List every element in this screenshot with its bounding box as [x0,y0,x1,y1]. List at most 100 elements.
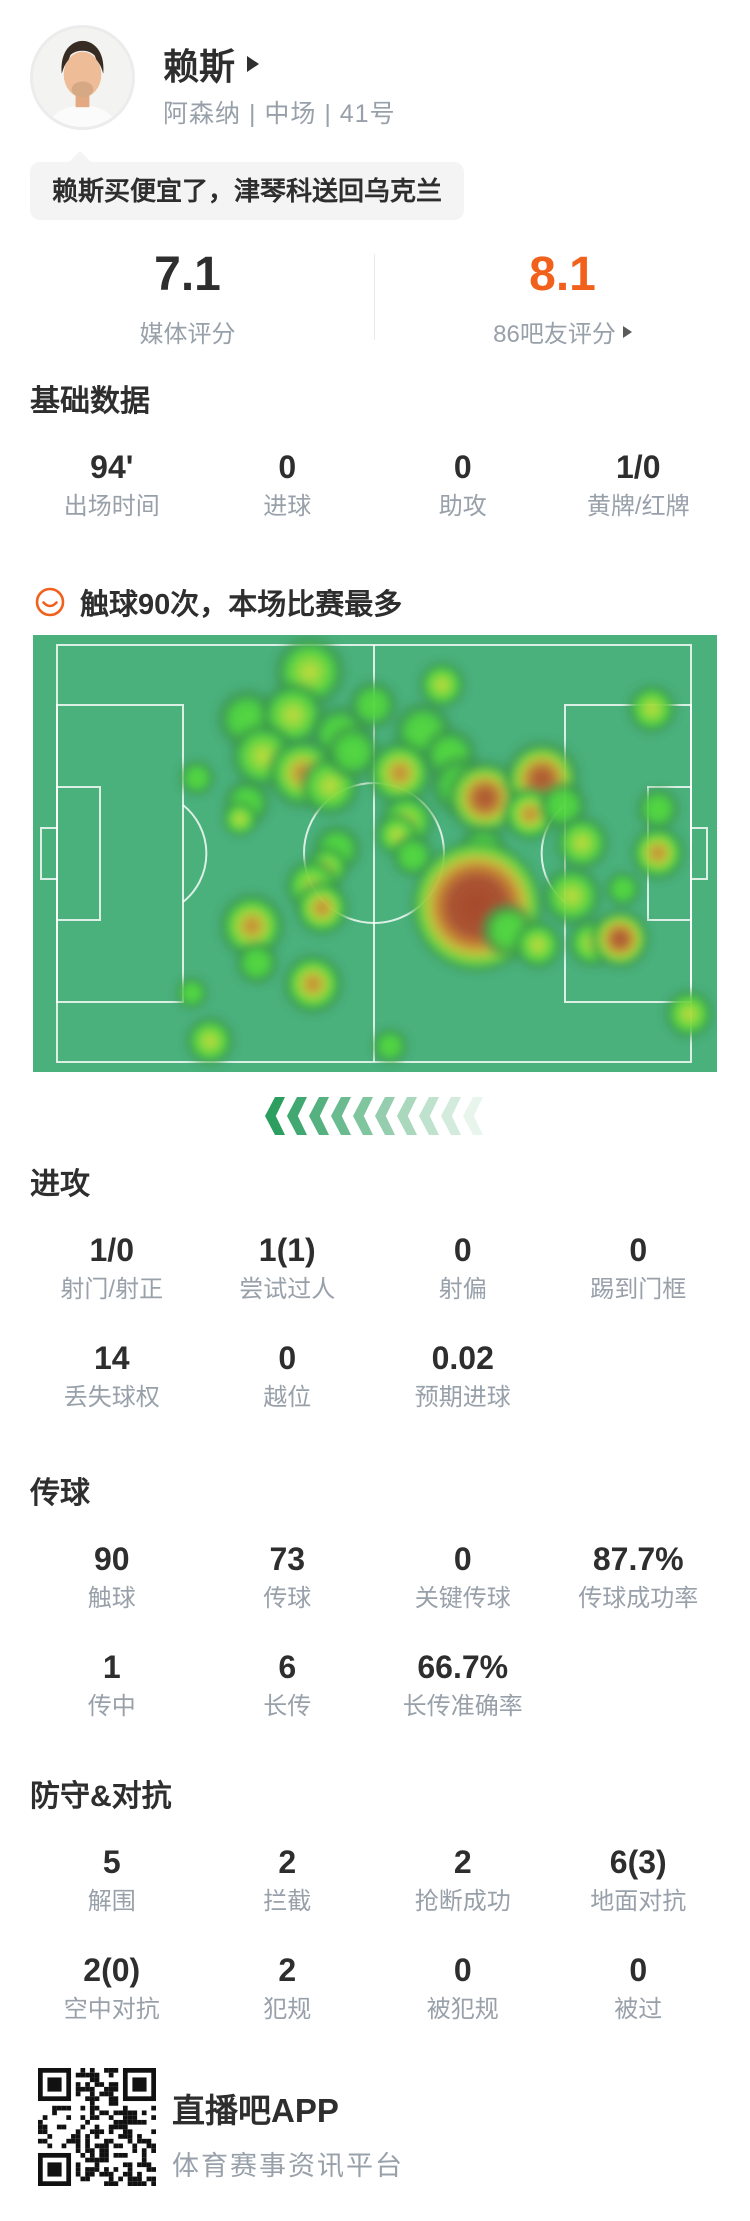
stat-label: 射门/射正 [60,1276,164,1303]
direction-chevrons [0,1097,750,1135]
stat-row: 90 触球 73 传球 0 关键传球 87.7% 传球成功率 [0,1541,750,1613]
stat-cell: 2 拦截 [200,1844,376,1916]
stat-label: 传球 [263,1585,312,1612]
chevron-left-icon [463,1097,483,1135]
stat-cell: 0 踢到门框 [551,1232,727,1304]
stat-value: 90 [93,1541,130,1577]
section-attack: 进攻 1/0 射门/射正 1(1) 尝试过人 0 射偏 0 踢到门框 14 丢失球权 0 越位 0.02 预… [0,1168,750,1412]
chevron-left-icon [309,1097,329,1135]
heat-point [370,1026,410,1066]
stat-label: 丢失球权 [63,1384,160,1411]
heat-point [587,906,653,972]
heat-point [364,737,436,809]
stat-label: 传中 [87,1693,136,1720]
avatar [30,25,135,130]
stat-row: 14 丢失球权 0 越位 0.02 预期进球 [0,1340,750,1412]
app-tagline: 体育赛事资讯平台 [172,2151,404,2181]
stat-value: 0 [278,449,297,485]
player-name-row[interactable]: 赖斯 [163,38,260,90]
heat-point [174,975,210,1011]
stat-cell: 6 长传 [200,1649,376,1721]
stat-cell: 0 关键传球 [375,1541,551,1613]
stat-row: 1 传中 6 长传 66.7% 长传准确率 [0,1649,750,1721]
chevron-left-icon [353,1097,373,1135]
stat-label: 长传准确率 [402,1693,523,1720]
stat-row: 5 解围 2 拦截 2 抢断成功 6(3) 地面对抗 [0,1844,750,1916]
stat-cell: 1/0 射门/射正 [24,1232,200,1304]
heat-point [603,869,643,909]
stat-value: 5 [102,1844,121,1880]
stat-cell: 73 传球 [200,1541,376,1613]
stat-label: 长传 [263,1693,312,1720]
media-rating-label-text: 媒体评分 [139,321,236,348]
stat-label: 踢到门框 [590,1276,687,1303]
stat-label: 拦截 [263,1888,312,1915]
section-defense: 防守&对抗 5 解围 2 拦截 2 抢断成功 6(3) 地面对抗 2(0) 空中对抗 2 犯规 0 被犯规 0… [0,1780,750,2024]
stat-cell: 66.7% 长传准确率 [375,1649,551,1721]
stat-cell: 0 越位 [200,1340,376,1412]
stat-label: 解围 [87,1888,136,1915]
stat-label: 尝试过人 [239,1276,336,1303]
section-title: 基础数据 [30,385,150,418]
media-rating-value: 7.1 [154,248,221,301]
stat-value: 6(3) [609,1844,667,1880]
heat-point [662,987,716,1041]
stat-label: 进球 [263,493,312,520]
stat-label: 关键传球 [414,1585,511,1612]
stat-label: 黄牌/红牌 [586,493,690,520]
stat-cell: 2 抢断成功 [375,1844,551,1916]
heat-point [280,951,346,1017]
section-title: 防守&对抗 [30,1780,172,1813]
stat-cell: 1(1) 尝试过人 [200,1232,376,1304]
media-rating-label: 媒体评分 [0,314,375,349]
stat-label: 被犯规 [426,1996,499,2023]
stat-label: 预期进球 [414,1384,511,1411]
media-rating: 7.1 媒体评分 [0,248,375,349]
stat-label: 触球 [87,1585,136,1612]
touches-row: 触球90次，本场比赛最多 [34,581,402,623]
stat-value: 0 [629,1232,648,1268]
stat-cell: 0 被过 [551,1952,727,2024]
fan-rating-value: 8.1 [529,248,596,301]
stat-value: 1/0 [89,1232,134,1268]
stat-cell: 1 传中 [24,1649,200,1721]
stat-cell-empty [551,1340,727,1412]
stat-value: 87.7% [592,1541,684,1577]
chevron-left-icon [397,1097,417,1135]
stat-cell: 0 被犯规 [375,1952,551,2024]
player-name: 赖斯 [163,46,236,87]
stat-cell: 5 解围 [24,1844,200,1916]
stat-label: 空中对抗 [63,1996,160,2023]
stat-value: 2 [278,1844,297,1880]
stat-label: 越位 [263,1384,312,1411]
fan-rating-label[interactable]: 86吧友评分 [375,314,750,349]
stat-label: 出场时间 [63,493,160,520]
stat-label: 被过 [614,1996,663,2023]
stat-row: 2(0) 空中对抗 2 犯规 0 被犯规 0 被过 [0,1952,750,2024]
stat-label: 抢断成功 [414,1888,511,1915]
chevron-left-icon [419,1097,439,1135]
stat-label: 犯规 [263,1996,312,2023]
stat-row: 94' 出场时间 0 进球 0 助攻 1/0 黄牌/红牌 [0,449,750,521]
stat-cell: 87.7% 传球成功率 [551,1541,727,1613]
stat-value: 0 [453,1541,472,1577]
stat-cell: 0.02 预期进球 [375,1340,551,1412]
stat-value: 1 [102,1649,121,1685]
stat-row: 1/0 射门/射正 1(1) 尝试过人 0 射偏 0 踢到门框 [0,1232,750,1304]
stat-value: 0 [453,449,472,485]
stat-value: 1(1) [258,1232,316,1268]
fan-rating[interactable]: 8.1 86吧友评分 [375,248,750,349]
section-passing: 传球 90 触球 73 传球 0 关键传球 87.7% 传球成功率 1 传中 6 长传 66.7% 长传准确… [0,1477,750,1721]
stat-cell: 14 丢失球权 [24,1340,200,1412]
heat-point [292,878,352,938]
stat-label: 传球成功率 [578,1585,699,1612]
fan-rating-label-text: 86吧友评分 [493,321,616,348]
stat-value: 0 [453,1952,472,1988]
heat-point [628,823,688,883]
heat-point [511,918,565,972]
ratings-divider [374,254,375,340]
section-basic: 基础数据 94' 出场时间 0 进球 0 助攻 1/0 黄牌/红牌 [0,385,750,521]
chevron-left-icon [441,1097,461,1135]
stat-cell: 94' 出场时间 [24,449,200,521]
